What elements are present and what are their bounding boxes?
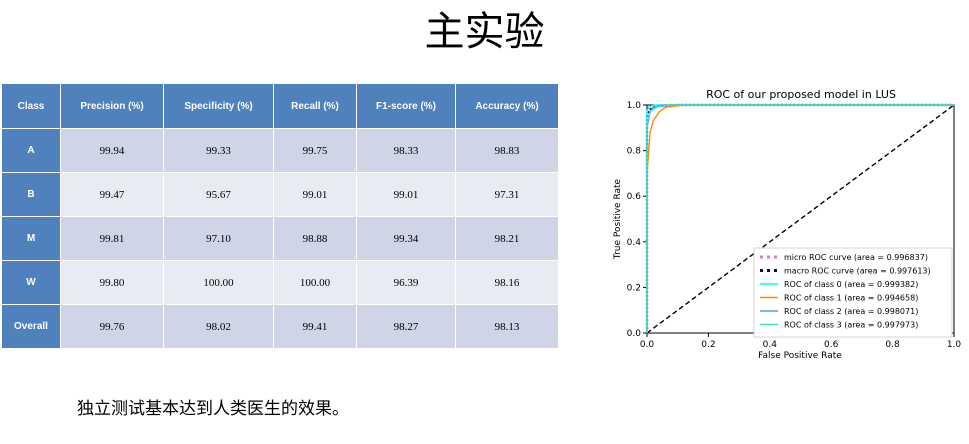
row-label: M (1, 216, 61, 261)
row-label: A (1, 128, 61, 173)
y-tick-label: 0.0 (627, 329, 642, 339)
x-tick-label: 0.8 (885, 340, 900, 350)
table-cell: 99.34 (356, 216, 456, 261)
table-cell: 99.41 (273, 304, 357, 349)
table-cell: 99.01 (356, 172, 456, 217)
chart-title: ROC of our proposed model in LUS (706, 88, 896, 101)
x-tick-label: 0.6 (824, 340, 839, 350)
y-axis-label: True Positive Rate (613, 178, 623, 260)
column-header: Precision (%) (60, 83, 164, 129)
table-cell: 98.83 (455, 128, 559, 173)
column-header: Class (1, 83, 61, 129)
chart-legend: micro ROC curve (area = 0.996837) macro R… (753, 247, 953, 338)
table-cell: 100.00 (273, 260, 357, 305)
y-tick-label: 0.4 (627, 238, 642, 248)
y-tick-label: 1.0 (627, 101, 642, 111)
column-header: F1-score (%) (356, 83, 456, 129)
table-cell: 99.94 (60, 128, 164, 173)
table-cell: 99.47 (60, 172, 164, 217)
x-tick-label: 0.0 (640, 340, 655, 350)
table-row: W 99.80 100.00 100.00 96.39 98.16 (1, 260, 559, 305)
table-cell: 99.75 (273, 128, 357, 173)
legend-label: macro ROC curve (area = 0.997613) (784, 267, 931, 276)
table-cell: 98.27 (356, 304, 456, 349)
row-label: Overall (1, 304, 61, 349)
table-row: B 99.47 95.67 99.01 99.01 97.31 (1, 172, 559, 217)
row-label: W (1, 260, 61, 305)
table-cell: 95.67 (163, 172, 274, 217)
column-header: Specificity (%) (163, 83, 274, 129)
y-tick-label: 0.6 (627, 192, 642, 202)
y-tick-label: 0.8 (627, 147, 642, 157)
x-tick-label: 0.4 (763, 340, 778, 350)
table-cell: 99.01 (273, 172, 357, 217)
slide-title: 主实验 (424, 9, 545, 55)
table-header-row: Class Precision (%) Specificity (%) Reca… (1, 83, 559, 129)
table-cell: 98.16 (455, 260, 559, 305)
footnote-text: 独立测试基本达到人类医生的效果。 (77, 399, 349, 419)
table-cell: 98.13 (455, 304, 559, 349)
results-table: Class Precision (%) Specificity (%) Reca… (1, 83, 559, 349)
table-cell: 98.33 (356, 128, 456, 173)
legend-box (753, 247, 953, 338)
table-cell: 97.10 (163, 216, 274, 261)
x-axis-label: False Positive Rate (758, 351, 842, 361)
x-tick-label: 1.0 (947, 340, 962, 350)
table-cell: 99.33 (163, 128, 274, 173)
table-row: M 99.81 97.10 98.88 99.34 98.21 (1, 216, 559, 261)
y-tick-label: 0.2 (627, 283, 641, 293)
roc-curve-5 (646, 104, 954, 333)
legend-label: micro ROC curve (area = 0.996837) (784, 253, 928, 262)
table-cell: 99.81 (60, 216, 164, 261)
legend-label: ROC of class 3 (area = 0.997973) (784, 321, 918, 330)
row-label: B (1, 172, 61, 217)
table-row: Overall 99.76 98.02 99.41 98.27 98.13 (1, 304, 559, 349)
legend-label: ROC of class 0 (area = 0.999382) (784, 280, 918, 289)
table-cell: 98.21 (455, 216, 559, 261)
table-cell: 98.88 (273, 216, 357, 261)
table-cell: 99.76 (60, 304, 164, 349)
table-cell: 96.39 (356, 260, 456, 305)
column-header: Accuracy (%) (455, 83, 559, 129)
table-cell: 98.02 (163, 304, 274, 349)
table-cell: 97.31 (455, 172, 559, 217)
table-cell: 99.80 (60, 260, 164, 305)
x-tick-label: 0.2 (701, 340, 715, 350)
column-header: Recall (%) (273, 83, 357, 129)
legend-label: ROC of class 1 (area = 0.994658) (784, 294, 918, 303)
table-cell: 100.00 (163, 260, 274, 305)
axis-ticks: 0.0 0.2 0.4 0.6 0.8 1.0 0.0 0.2 0.4 0.6 0.8 1.0 (627, 101, 962, 350)
roc-curves (645, 103, 955, 334)
legend-label: ROC of class 2 (area = 0.998071) (784, 307, 918, 316)
roc-chart: ROC of our proposed model in LUS 0.0 0.2 0… (613, 88, 962, 361)
table-row: A 99.94 99.33 99.75 98.33 98.83 (1, 128, 559, 173)
